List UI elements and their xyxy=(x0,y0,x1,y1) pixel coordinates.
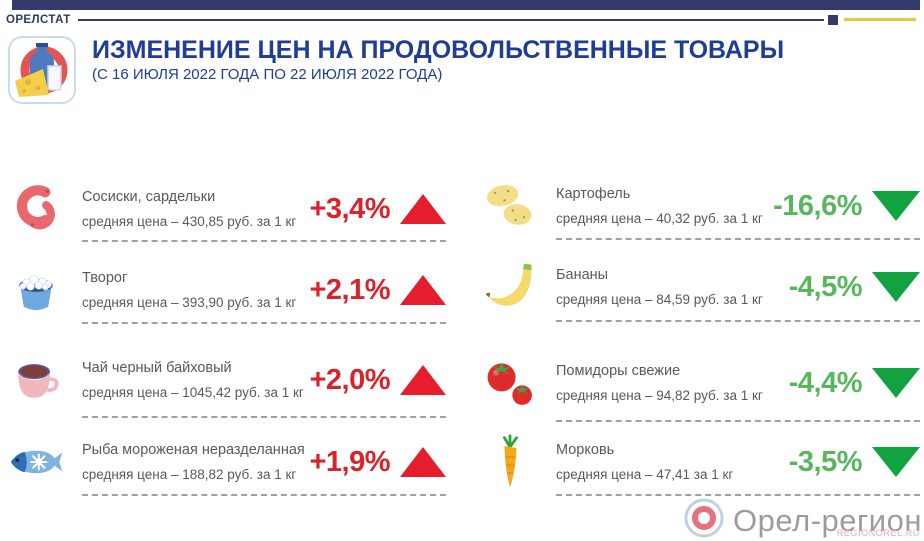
increase-triangle-icon xyxy=(400,275,446,305)
bananas-icon xyxy=(482,259,538,315)
cottage-cheese-icon xyxy=(8,262,64,318)
carrot-icon xyxy=(482,434,538,490)
decrease-triangle-icon xyxy=(872,191,920,221)
product-name: Рыба мороженая неразделанная xyxy=(82,442,305,458)
product-price: средняя цена – 188,82 руб. за 1 кг xyxy=(82,467,297,482)
dashed-separator xyxy=(82,240,446,242)
dashed-separator xyxy=(82,322,446,324)
product-name: Помидоры свежие xyxy=(556,363,681,379)
orel-region-logo-icon xyxy=(681,495,727,541)
header-rule-gold-line xyxy=(844,18,916,21)
product-name: Морковь xyxy=(556,442,615,458)
product-price: средняя цена – 94,82 руб. за 1 кг xyxy=(556,388,763,403)
dashed-separator xyxy=(82,416,446,418)
dashed-separator xyxy=(556,238,920,240)
price-change-value: -4,4% xyxy=(788,366,863,399)
product-price: средняя цена – 47,41 за 1 кг xyxy=(556,467,734,482)
product-name: Творог xyxy=(82,270,128,286)
dashed-separator xyxy=(82,494,446,496)
product-price: средняя цена – 393,90 руб. за 1 кг xyxy=(82,295,297,310)
product-name: Картофель xyxy=(556,186,631,202)
tea-cup-icon xyxy=(8,352,64,408)
potatoes-icon xyxy=(482,178,538,234)
product-price: средняя цена – 430,85 руб. за 1 кг xyxy=(82,214,297,229)
price-change-value: +2,1% xyxy=(309,273,390,306)
product-name: Сосиски, сардельки xyxy=(82,189,216,205)
increase-triangle-icon xyxy=(400,194,446,224)
product-name: Чай черный байховый xyxy=(82,360,232,376)
product-price: средняя цена – 1045,42 руб. за 1 кг xyxy=(82,385,304,400)
price-change-value: -3,5% xyxy=(788,445,863,478)
header-rule-square xyxy=(828,15,838,25)
product-row-tea: Чай черный байховый средняя цена – 1045,… xyxy=(8,342,446,418)
dashed-separator xyxy=(556,494,920,496)
price-change-value: -16,6% xyxy=(773,189,862,222)
dashed-separator xyxy=(556,320,920,322)
price-change-value: +2,0% xyxy=(309,363,390,396)
dashed-separator xyxy=(556,420,920,422)
decrease-triangle-icon xyxy=(872,272,920,302)
food-products-icon xyxy=(8,36,76,104)
tomatoes-icon xyxy=(482,355,538,411)
product-row-fish: Рыба мороженая неразделанная средняя цен… xyxy=(8,428,446,496)
header-rule-line xyxy=(78,19,824,21)
increase-triangle-icon xyxy=(400,447,446,477)
watermark-logo-text: Орел-регион xyxy=(733,502,922,538)
product-price: средняя цена – 84,59 руб. за 1 кг xyxy=(556,292,763,307)
product-name: Бананы xyxy=(556,267,609,283)
watermark-site-url: REGIONOREL.RU xyxy=(836,528,920,538)
product-price: средняя цена – 40,32 руб. за 1 кг xyxy=(556,211,763,226)
increase-triangle-icon xyxy=(400,365,446,395)
product-row-potatoes: Картофель средняя цена – 40,32 руб. за 1… xyxy=(482,172,920,240)
product-row-carrot: Морковь средняя цена – 47,41 за 1 кг -3,… xyxy=(482,428,920,496)
product-row-tomatoes: Помидоры свежие средняя цена – 94,82 руб… xyxy=(482,344,920,422)
page-subtitle: (С 16 ИЮЛЯ 2022 ГОДА ПО 22 ИЮЛЯ 2022 ГОД… xyxy=(92,66,443,83)
watermark: Орел-регион xyxy=(681,495,922,541)
brand-logo-text: ОРЕЛСТАТ xyxy=(6,14,71,26)
price-change-value: -4,5% xyxy=(788,270,863,303)
frozen-fish-icon xyxy=(8,434,64,490)
product-row-cottage-cheese: Творог средняя цена – 393,90 руб. за 1 к… xyxy=(8,256,446,324)
sausages-icon xyxy=(8,181,64,237)
product-row-bananas: Бананы средняя цена – 84,59 руб. за 1 кг… xyxy=(482,252,920,322)
decrease-triangle-icon xyxy=(872,368,920,398)
price-change-value: +1,9% xyxy=(309,445,390,478)
top-accent-bar xyxy=(12,0,920,10)
decrease-triangle-icon xyxy=(872,447,920,477)
price-change-value: +3,4% xyxy=(309,192,390,225)
product-row-sausages: Сосиски, сардельки средняя цена – 430,85… xyxy=(8,176,446,242)
page-title: ИЗМЕНЕНИЕ ЦЕН НА ПРОДОВОЛЬСТВЕННЫЕ ТОВАР… xyxy=(92,36,785,64)
